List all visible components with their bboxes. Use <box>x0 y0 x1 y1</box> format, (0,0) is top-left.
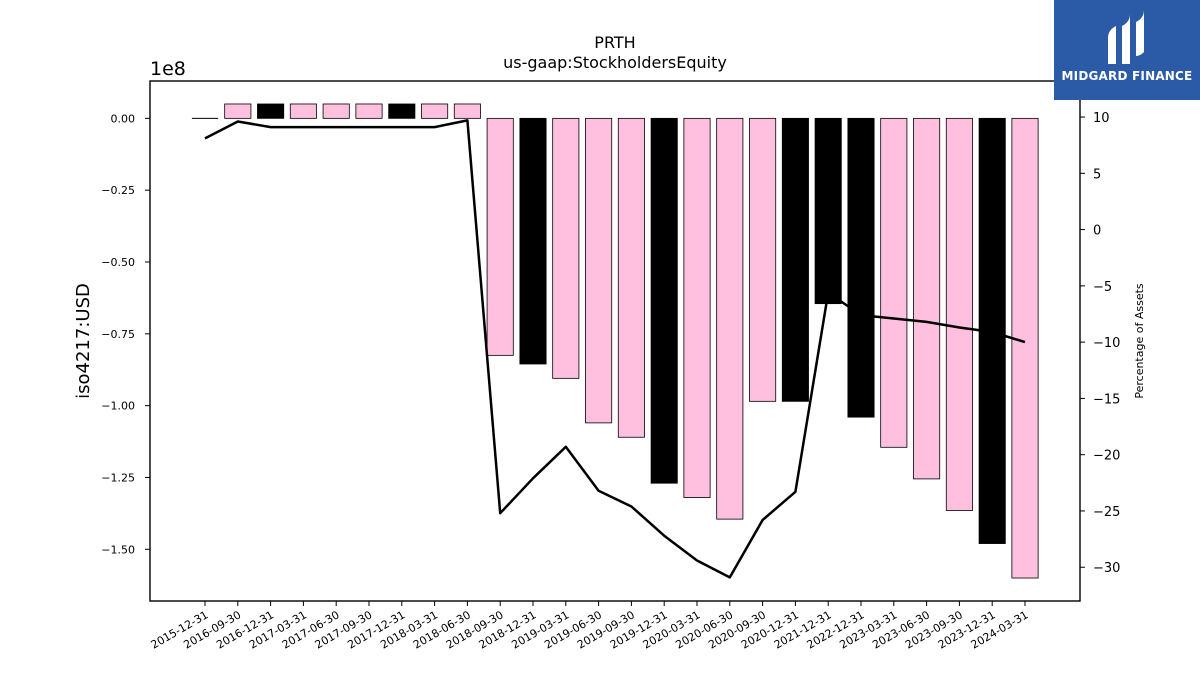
plot-layer: 0.00 −0.25 −0.50 −0.75 −1.00 −1.25 −1.50 10 5 0 −5… <box>101 103 1120 652</box>
bar <box>749 117 777 402</box>
bar <box>880 117 908 448</box>
brand-logo: MIDGARD FINANCE <box>1054 0 1200 100</box>
bar <box>683 117 711 498</box>
bar <box>716 117 744 520</box>
y2-tick-label: −15 <box>1093 392 1120 407</box>
bar <box>1011 117 1039 579</box>
bar <box>322 103 350 119</box>
bar <box>257 103 285 119</box>
y2-axis-label: Percentage of Assets <box>1133 283 1146 399</box>
y2-tick-label: −10 <box>1093 336 1120 351</box>
plot-frame <box>149 80 1081 602</box>
chart-title: PRTH <box>594 33 635 52</box>
bar <box>421 103 449 119</box>
bar <box>519 117 547 365</box>
y2-tick-label: −20 <box>1093 449 1120 464</box>
bar <box>388 103 416 119</box>
bar <box>552 117 580 379</box>
brand-name: MIDGARD FINANCE <box>1061 69 1193 83</box>
y-tick-label: −1.00 <box>101 400 135 413</box>
bar <box>289 103 317 119</box>
chart-subtitle: us-gaap:StockholdersEquity <box>503 53 727 72</box>
y-tick-label: −1.50 <box>101 543 135 556</box>
bar <box>486 117 514 356</box>
y2-tick-label: −30 <box>1093 561 1120 576</box>
y-tick-label: −0.50 <box>101 256 135 269</box>
bar <box>453 103 481 119</box>
y-tick-label: −0.75 <box>101 328 135 341</box>
bar <box>617 117 645 438</box>
bar <box>814 117 842 305</box>
y-tick-label: −0.25 <box>101 184 135 197</box>
y2-tick-label: 5 <box>1093 167 1101 182</box>
y-tick-label: 0.00 <box>111 112 136 125</box>
y-tick-label: −1.25 <box>101 471 135 484</box>
bar <box>355 103 383 119</box>
bar <box>585 117 613 424</box>
bar <box>913 117 941 480</box>
y-axis-label: iso4217:USD <box>73 283 94 399</box>
bar <box>224 103 252 119</box>
bar <box>781 117 809 402</box>
bar <box>650 117 678 484</box>
percentage-line <box>204 119 1026 579</box>
bar <box>847 117 875 418</box>
y2-tick-label: −5 <box>1093 280 1112 295</box>
y2-tick-label: 0 <box>1093 224 1101 239</box>
midgard-logo-icon <box>1108 10 1144 64</box>
y2-tick-label: 10 <box>1093 111 1110 126</box>
bar <box>945 117 973 511</box>
y-offset-label: 1e8 <box>150 58 186 80</box>
y2-tick-label: −25 <box>1093 505 1120 520</box>
